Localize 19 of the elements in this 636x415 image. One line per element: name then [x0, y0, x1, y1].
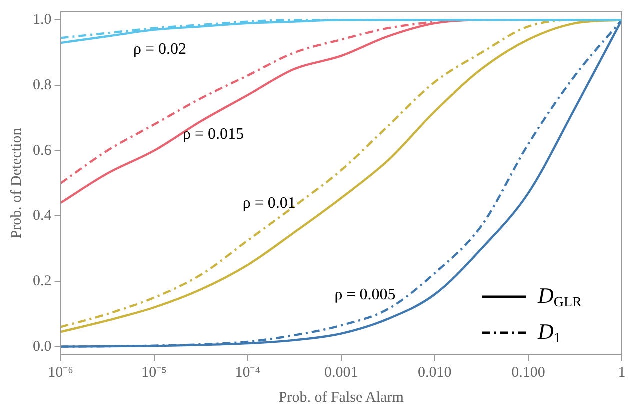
x-tick-label: 10⁻⁶	[48, 364, 74, 381]
y-axis-title: Prob. of Detection	[8, 128, 25, 239]
annotation: ρ = 0.005	[334, 286, 396, 304]
y-tick-label: 0.0	[33, 338, 52, 355]
x-axis-title: Prob. of False Alarm	[278, 390, 404, 406]
annotation: ρ = 0.02	[133, 41, 186, 58]
y-tick-label: 0.8	[33, 77, 52, 94]
x-tick-label: 0.001	[324, 364, 358, 381]
x-tick-label: 0.100	[512, 364, 546, 381]
x-tick-label: 10⁻⁵	[142, 364, 167, 381]
annotation: ρ = 0.01	[242, 195, 296, 212]
y-tick-label: 0.4	[33, 208, 52, 224]
y-tick-label: 0.6	[33, 142, 52, 159]
y-tick-label: 0.2	[33, 273, 52, 290]
y-tick-label: 1.0	[33, 12, 52, 28]
annotation: ρ = 0.015	[183, 126, 244, 144]
x-tick-label: 10⁻⁴	[235, 364, 260, 381]
x-tick-label: 0.010	[418, 364, 452, 381]
x-tick-label: 1	[618, 364, 626, 381]
